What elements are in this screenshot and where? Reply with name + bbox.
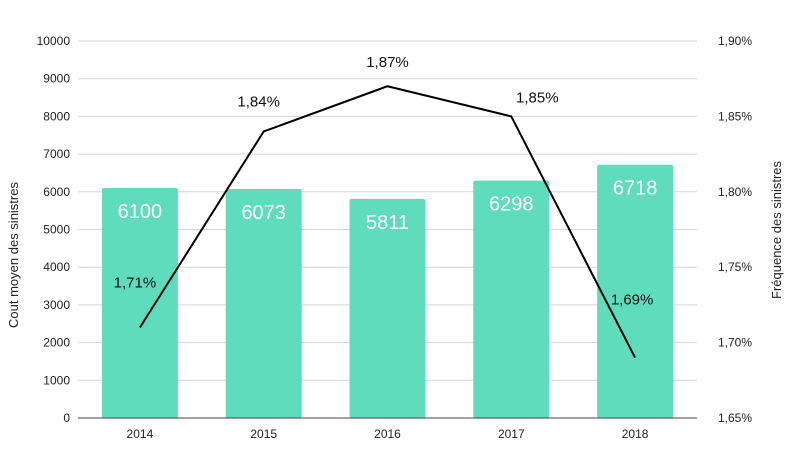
x-axis-ticks: 2014 2015 2016 2017 2018 <box>127 427 649 441</box>
left-tick-label: 5000 <box>43 223 70 237</box>
right-axis-title: Fréquence des sinistres <box>769 160 784 299</box>
left-tick-label: 9000 <box>43 72 70 86</box>
right-tick-label: 1,75% <box>718 260 752 274</box>
x-tick-label: 2015 <box>250 427 277 441</box>
left-tick-label: 6000 <box>43 185 70 199</box>
left-axis-title: Cout moyen des sinistres <box>6 182 21 328</box>
x-tick-label: 2014 <box>127 427 154 441</box>
line-value-label: 1,87% <box>366 54 409 71</box>
left-tick-label: 2000 <box>43 336 70 350</box>
left-tick-label: 4000 <box>43 260 70 274</box>
left-tick-label: 3000 <box>43 298 70 312</box>
x-tick-label: 2018 <box>622 427 649 441</box>
bar <box>225 189 302 418</box>
line-value-label: 1,84% <box>237 93 280 110</box>
bar-value-label: 5811 <box>366 212 409 234</box>
bar <box>597 164 674 418</box>
line-data-labels: 1,71% 1,84% 1,87% 1,85% 1,69% <box>114 54 654 308</box>
bar <box>349 198 426 418</box>
line-value-label: 1,71% <box>114 275 157 292</box>
right-tick-label: 1,70% <box>718 336 752 350</box>
right-axis-ticks: 1,65% 1,70% 1,75% 1,80% 1,85% 1,90% <box>718 34 752 425</box>
left-tick-label: 7000 <box>43 147 70 161</box>
x-tick-label: 2016 <box>374 427 401 441</box>
right-tick-label: 1,65% <box>718 411 752 425</box>
bar-series <box>101 164 674 418</box>
x-tick-label: 2017 <box>498 427 525 441</box>
bar <box>101 188 178 418</box>
left-tick-label: 10000 <box>37 34 71 48</box>
line-value-label: 1,85% <box>516 89 559 106</box>
left-axis-ticks: 0 1000 2000 3000 4000 5000 6000 7000 8000 9000 100… <box>37 34 71 425</box>
bar-value-label: 6718 <box>613 178 658 200</box>
left-tick-label: 8000 <box>43 109 70 123</box>
bar-value-label: 6073 <box>241 202 286 224</box>
bar-data-labels: 6100 6073 5811 6298 6718 <box>118 178 658 234</box>
bar <box>473 180 550 418</box>
right-tick-label: 1,80% <box>718 185 752 199</box>
right-tick-label: 1,90% <box>718 34 752 48</box>
left-tick-label: 0 <box>63 411 70 425</box>
right-tick-label: 1,85% <box>718 109 752 123</box>
bar-value-label: 6100 <box>118 201 163 223</box>
left-tick-label: 1000 <box>43 373 70 387</box>
line-series <box>139 85 636 359</box>
bar-value-label: 6298 <box>489 194 534 216</box>
line-value-label: 1,69% <box>611 292 654 309</box>
